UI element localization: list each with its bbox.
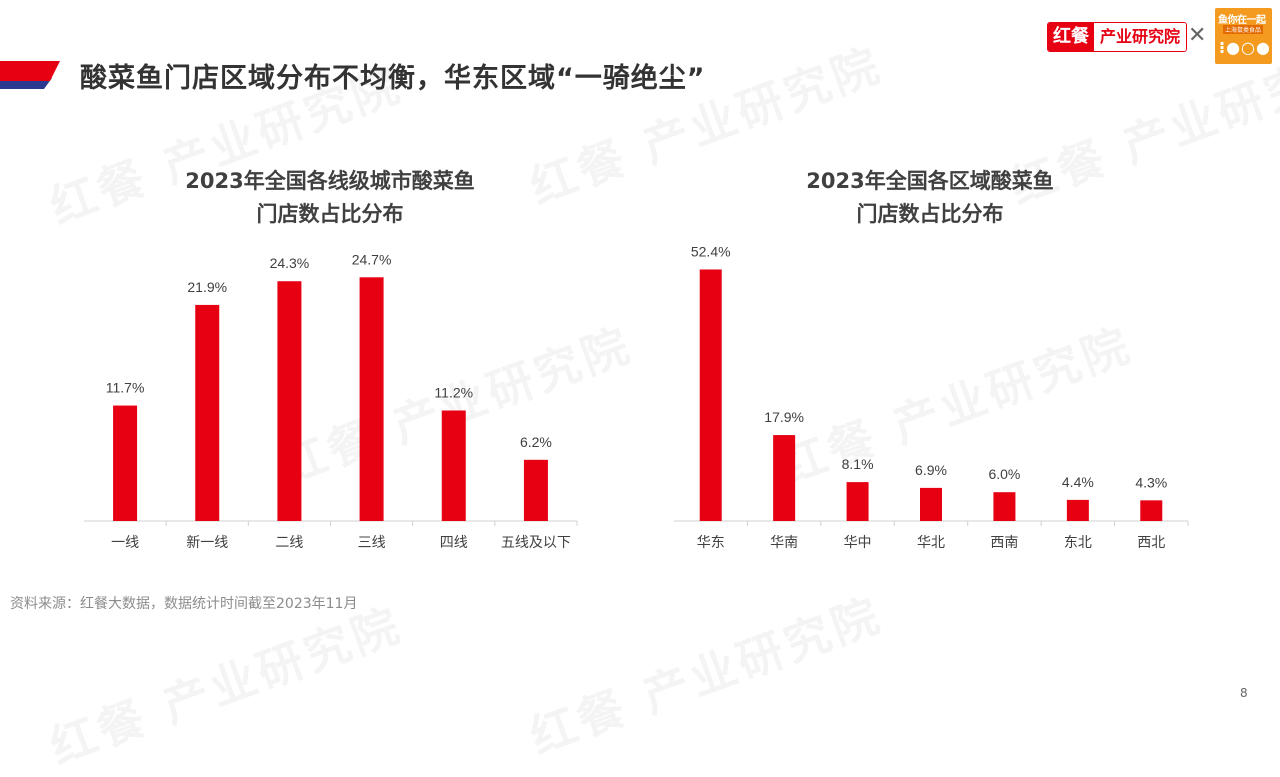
chart1-value-label: 24.3% xyxy=(270,255,310,271)
chart2-bar xyxy=(846,482,869,521)
chart1-value-label: 24.7% xyxy=(352,251,392,267)
partner-logo-subtext: 上海鼠类食品 xyxy=(1223,25,1264,34)
hongcan-logo: 红餐 产业研究院 xyxy=(1047,22,1188,52)
page-title: 酸菜鱼门店区域分布不均衡，华东区域“一骑绝尘” xyxy=(80,63,706,94)
chart1-category-label: 一线 xyxy=(111,535,139,551)
chart2-title-line2: 门店数占比分布 xyxy=(856,202,1004,226)
chart2-value-label: 6.9% xyxy=(915,462,947,478)
chart2-bar xyxy=(1066,499,1089,521)
chart2-value-label: 6.0% xyxy=(988,466,1020,482)
chart2-value-label: 52.4% xyxy=(691,243,731,259)
chart1-tier-city-bar-chart: 11.7% 一线 21.9% 新一线 24.3% 二线 24.7% 三线 11.2% 四线 6.2%… xyxy=(84,251,578,551)
chart2-value-label: 17.9% xyxy=(764,409,804,425)
chart2-bar xyxy=(699,269,722,521)
chart2-category-label: 华北 xyxy=(917,535,945,551)
logo-red-text: 红餐 xyxy=(1048,23,1094,51)
chart1-bar xyxy=(113,405,138,521)
chart1-bar xyxy=(441,410,466,521)
chart2-category-label: 西北 xyxy=(1137,535,1165,551)
chart1-bar xyxy=(359,277,384,521)
chart2-region-bar-chart: 52.4% 华东 17.9% 华南 8.1% 华中 6.9% 华北 6.0% 西南 4.4% 东北 4.… xyxy=(674,243,1189,551)
partner-logo-text: 鱼你在一起 xyxy=(1218,15,1266,26)
chart1-category-label: 五线及以下 xyxy=(501,535,571,551)
chart1-value-label: 11.7% xyxy=(106,380,145,396)
cross-icon: ✕ xyxy=(1188,23,1207,48)
chart2-category-label: 西南 xyxy=(990,535,1018,551)
chart2-category-label: 华东 xyxy=(697,535,725,551)
chart2-value-label: 4.3% xyxy=(1135,474,1167,490)
chart2-value-label: 8.1% xyxy=(842,456,874,472)
page-number: 8 xyxy=(1240,686,1248,700)
chart2-title-line1: 2023年全国各区域酸菜鱼 xyxy=(806,169,1054,193)
partner-logo: 鱼你在一起 上海鼠类食品 ⁝●○● xyxy=(1215,8,1272,64)
chart1-value-label: 11.2% xyxy=(434,384,473,400)
logo-white-text: 产业研究院 xyxy=(1094,23,1187,51)
chart2-category-label: 华南 xyxy=(770,535,798,551)
chart2-bar xyxy=(773,435,796,521)
chart2-value-label: 4.4% xyxy=(1062,474,1094,490)
chart1-bar xyxy=(523,459,548,521)
partner-logo-mark-icon: ⁝●○● xyxy=(1219,38,1271,57)
chart1-bar xyxy=(195,304,220,521)
chart2-category-label: 华中 xyxy=(844,535,872,551)
chart2-title: 2023年全国各区域酸菜鱼 门店数占比分布 xyxy=(730,165,1130,231)
chart1-value-label: 21.9% xyxy=(187,279,227,295)
chart2-bar xyxy=(920,487,942,521)
chart2-category-label: 东北 xyxy=(1064,535,1092,551)
chart1-title-line2: 门店数占比分布 xyxy=(256,202,404,226)
chart1-title: 2023年全国各线级城市酸菜鱼 门店数占比分布 xyxy=(130,165,530,231)
chart1-category-label: 三线 xyxy=(358,535,386,551)
chart1-category-label: 二线 xyxy=(275,535,303,551)
chart1-bar xyxy=(277,281,302,521)
chart2-bar xyxy=(1140,500,1163,521)
chart2-bar xyxy=(993,492,1016,521)
chart1-category-label: 新一线 xyxy=(186,535,228,551)
chart1-category-label: 四线 xyxy=(440,535,468,551)
title-accent-bar xyxy=(0,61,60,89)
chart1-value-label: 6.2% xyxy=(520,434,552,450)
source-note: 资料来源：红餐大数据，数据统计时间截至2023年11月 xyxy=(10,596,358,612)
chart1-title-line1: 2023年全国各线级城市酸菜鱼 xyxy=(185,169,475,193)
